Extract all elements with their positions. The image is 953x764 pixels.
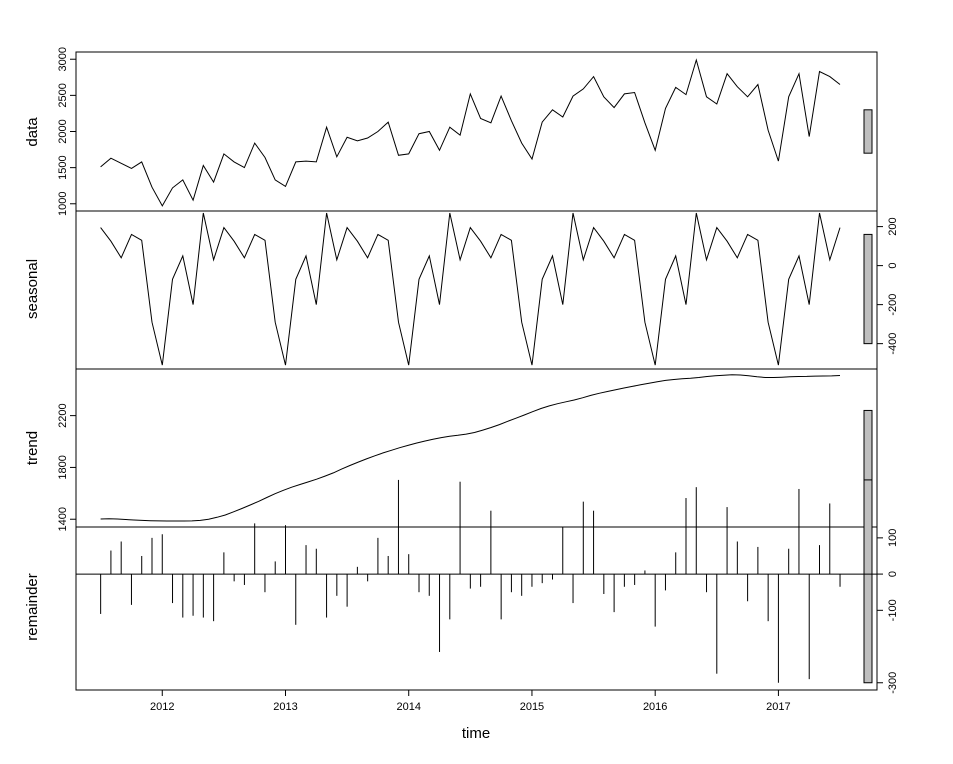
x-axis-title: time xyxy=(462,725,490,742)
panel-trend-scale-bar xyxy=(863,409,873,489)
panel-remainder-label: remainder xyxy=(24,573,41,641)
panel-data-ytick-label: 3000 xyxy=(57,47,69,71)
x-axis: 2012 2013 2014 2015 2016 2017 xyxy=(150,690,791,713)
x-tick-label: 2017 xyxy=(766,701,790,713)
panel-trend: trend 1400 1800 2200 xyxy=(24,368,878,531)
panel-remainder-frame xyxy=(75,526,878,691)
panel-data-frame xyxy=(75,51,878,212)
panel-data-series-line xyxy=(100,58,841,207)
x-tick-label: 2014 xyxy=(396,701,420,713)
panel-trend-ytick-label: 1800 xyxy=(57,455,69,479)
panel-seasonal: seasonal -400 -200 0 200 xyxy=(24,210,899,370)
panel-seasonal-ytick-label: -400 xyxy=(887,333,899,355)
panel-data-ytick-label: 2500 xyxy=(57,83,69,107)
panel-seasonal-scale-bar xyxy=(863,233,873,345)
panel-data-ytick-label: 2000 xyxy=(57,119,69,143)
panel-trend-ytick-label: 1400 xyxy=(57,507,69,531)
x-tick-label: 2013 xyxy=(273,701,297,713)
panel-trend-label: trend xyxy=(24,431,41,465)
panel-remainder-ytick-label: -100 xyxy=(887,599,899,621)
panel-remainder-ytick-label: -300 xyxy=(887,672,899,694)
panel-seasonal-label: seasonal xyxy=(24,259,41,319)
panel-trend-ytick-label: 2200 xyxy=(57,403,69,427)
panel-data-ytick-label: 1500 xyxy=(57,155,69,179)
x-tick-label: 2015 xyxy=(520,701,544,713)
panel-trend-series-line xyxy=(100,374,841,522)
panel-remainder: remainder -300 -100 0 100 xyxy=(24,479,899,694)
panel-trend-frame xyxy=(75,368,878,528)
x-tick-label: 2012 xyxy=(150,701,174,713)
panel-seasonal-series-line xyxy=(100,212,841,366)
panel-data-ytick-label: 1000 xyxy=(57,192,69,216)
panel-seasonal-ytick-label: 200 xyxy=(887,217,899,235)
panel-remainder-scale-bar xyxy=(863,479,873,684)
panel-remainder-ytick-label: 0 xyxy=(887,571,899,577)
panel-data: data 1000 1500 2000 2500 3000 xyxy=(24,47,878,216)
panel-seasonal-ytick-label: -200 xyxy=(887,294,899,316)
x-tick-label: 2016 xyxy=(643,701,667,713)
panel-data-scale-bar xyxy=(863,109,873,154)
panel-seasonal-ytick-label: 0 xyxy=(887,263,899,269)
panel-seasonal-frame xyxy=(75,210,878,370)
panel-remainder-ytick-label: 100 xyxy=(887,529,899,547)
panel-data-label: data xyxy=(24,117,41,147)
